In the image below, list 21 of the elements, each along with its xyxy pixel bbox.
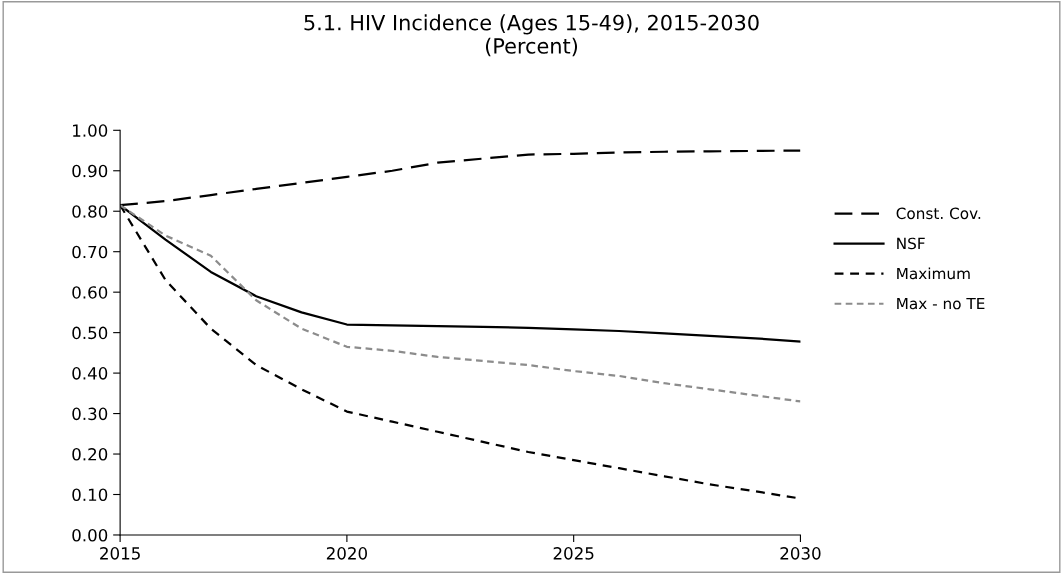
y-tick-label: 0.60 (72, 286, 108, 299)
legend-label: NSF (897, 237, 925, 250)
y-tick-label: 0.70 (72, 245, 108, 259)
chart-title: 5.1. HIV Incidence (Ages 15-49), 2015-2030 (Percent) (304, 14, 759, 57)
x-tick-label: 2025 (553, 547, 594, 560)
y-tick-label: 0.10 (72, 488, 108, 502)
legend-label: Const. Cov. (896, 207, 981, 220)
legend-label: Maximum (897, 267, 970, 280)
y-tick-label: 0.40 (72, 367, 108, 380)
y-tick-label: 0.80 (72, 205, 108, 218)
line-series (120, 204, 801, 403)
x-tick-label: 2020 (326, 547, 367, 560)
x-tick-label: 2030 (780, 547, 821, 560)
x-tick-label: 2015 (100, 547, 140, 560)
y-tick-label: 0.90 (72, 164, 108, 178)
y-tick-label: 1.00 (73, 124, 108, 137)
y-tick-label: 0.50 (72, 326, 108, 340)
y-tick-label: 0.00 (72, 528, 108, 542)
legend-label: Max - no TE (897, 297, 985, 310)
y-tick-label: 0.30 (72, 407, 108, 421)
y-tick-label: 0.20 (72, 448, 108, 461)
